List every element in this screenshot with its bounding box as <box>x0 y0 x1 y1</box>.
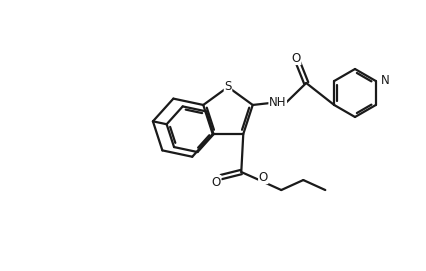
Text: O: O <box>291 51 301 64</box>
Text: O: O <box>259 170 268 183</box>
Text: S: S <box>225 79 232 92</box>
Text: O: O <box>212 176 221 189</box>
Text: N: N <box>381 75 389 88</box>
Text: NH: NH <box>269 96 286 109</box>
